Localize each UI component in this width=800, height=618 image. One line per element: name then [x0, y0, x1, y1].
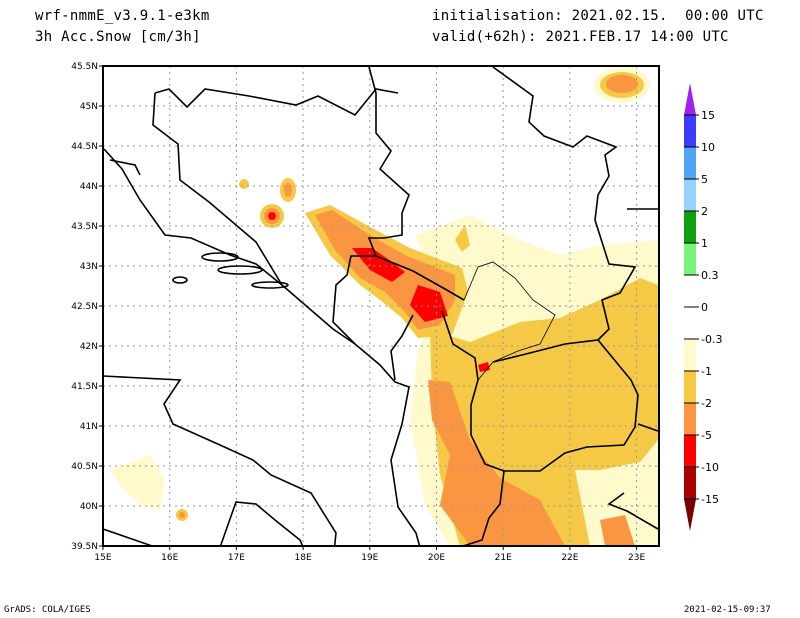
axis-labels: 45.5N 45N 44.5N 44N 43.5N 43N 42.5N 42N 41.5N 41N… [71, 62, 645, 563]
initialisation-time: initialisation: 2021.02.15. 00:00 UTC [432, 8, 764, 24]
colorbar-top-arrow [684, 83, 696, 115]
border [441, 310, 505, 546]
snow-spot [239, 179, 249, 189]
colorbar-label: -1 [701, 365, 712, 378]
snow-level-light [110, 455, 165, 510]
colorbar-label: 0 [701, 301, 708, 314]
colorbar-label: -2 [701, 397, 712, 410]
credit-label: GrADS: COLA/IGES [4, 605, 91, 615]
lat-label: 44.5N [71, 142, 98, 152]
border [152, 92, 283, 286]
lat-label: 42.5N [71, 302, 98, 312]
snow-level-yellow [455, 225, 470, 252]
border [463, 261, 556, 381]
snow-spot [179, 512, 185, 518]
lat-label: 41.5N [71, 382, 98, 392]
colorbar: 15 10 5 2 1 0.3 0 -0.3 -1 -2 -5 -10 -15 [684, 83, 722, 531]
lat-label: 44N [80, 182, 98, 192]
gridlines [103, 66, 659, 546]
border [390, 314, 414, 381]
variable-title: 3h Acc.Snow [cm/3h] [35, 29, 201, 45]
island [201, 252, 239, 262]
island [109, 159, 141, 176]
snow-spot [268, 212, 276, 220]
lat-label: 39.5N [71, 542, 98, 552]
lon-label: 16E [161, 553, 178, 563]
border [637, 423, 659, 432]
lon-label: 20E [428, 553, 445, 563]
colorbar-segment [684, 307, 696, 339]
lat-label: 42N [80, 342, 98, 352]
border [154, 88, 399, 117]
colorbar-label: -0.3 [701, 333, 722, 346]
greece-coast [607, 492, 659, 530]
border [492, 66, 637, 341]
colorbar-label: 2 [701, 205, 708, 218]
italy-coast [103, 528, 155, 546]
adriatic-east-coast [103, 148, 421, 546]
colorbar-segment [684, 179, 696, 211]
model-title: wrf-nmmE_v3.9.1-e3km [35, 8, 210, 24]
border [332, 66, 410, 345]
colorbar-bottom-arrow [684, 499, 696, 531]
lon-label: 21E [495, 553, 512, 563]
lat-label: 45.5N [71, 62, 98, 72]
timestamp-label: 2021-02-15-09:37 [684, 605, 771, 615]
italy-coast [219, 501, 304, 546]
colorbar-segment [684, 275, 696, 307]
colorbar-segment [684, 339, 696, 371]
snow-level-red [410, 285, 448, 322]
colorbar-segment [684, 211, 696, 243]
colorbar-segment [684, 243, 696, 275]
colorbar-label: 5 [701, 173, 708, 186]
lat-label: 43N [80, 262, 98, 272]
lon-label: 17E [228, 553, 245, 563]
lon-label: 15E [94, 553, 111, 563]
snow-level-orange [428, 380, 565, 546]
lon-label: 23E [628, 553, 645, 563]
colorbar-segment [684, 147, 696, 179]
lon-label: 22E [561, 553, 578, 563]
colorbar-label: 10 [701, 141, 715, 154]
colorbar-segment [684, 467, 696, 499]
colorbar-segment [684, 115, 696, 147]
lat-label: 41N [80, 422, 98, 432]
snow-spot [284, 183, 292, 197]
colorbar-label: 0.3 [701, 269, 719, 282]
border [375, 255, 465, 301]
colorbar-label: -5 [701, 429, 712, 442]
colorbar-segment [684, 435, 696, 467]
island [251, 281, 289, 289]
lat-label: 45N [80, 102, 98, 112]
colorbar-label: -15 [701, 493, 719, 506]
lon-label: 19E [361, 553, 378, 563]
lat-label: 40.5N [71, 462, 98, 472]
colorbar-label: -10 [701, 461, 719, 474]
snow-spot [606, 75, 638, 93]
island [172, 276, 188, 284]
lat-label: 40N [80, 502, 98, 512]
italy-coast [103, 375, 337, 546]
colorbar-segment [684, 403, 696, 435]
border [492, 339, 639, 472]
colorbar-label: 1 [701, 237, 708, 250]
lat-label: 43.5N [71, 222, 98, 232]
coastlines-borders [103, 66, 659, 546]
valid-time: valid(+62h): 2021.FEB.17 14:00 UTC [432, 29, 729, 45]
snow-field [110, 67, 658, 546]
colorbar-segment [684, 371, 696, 403]
colorbar-label: 15 [701, 109, 715, 122]
island [217, 265, 263, 275]
lon-label: 18E [295, 553, 312, 563]
snow-level-orange [600, 515, 635, 546]
